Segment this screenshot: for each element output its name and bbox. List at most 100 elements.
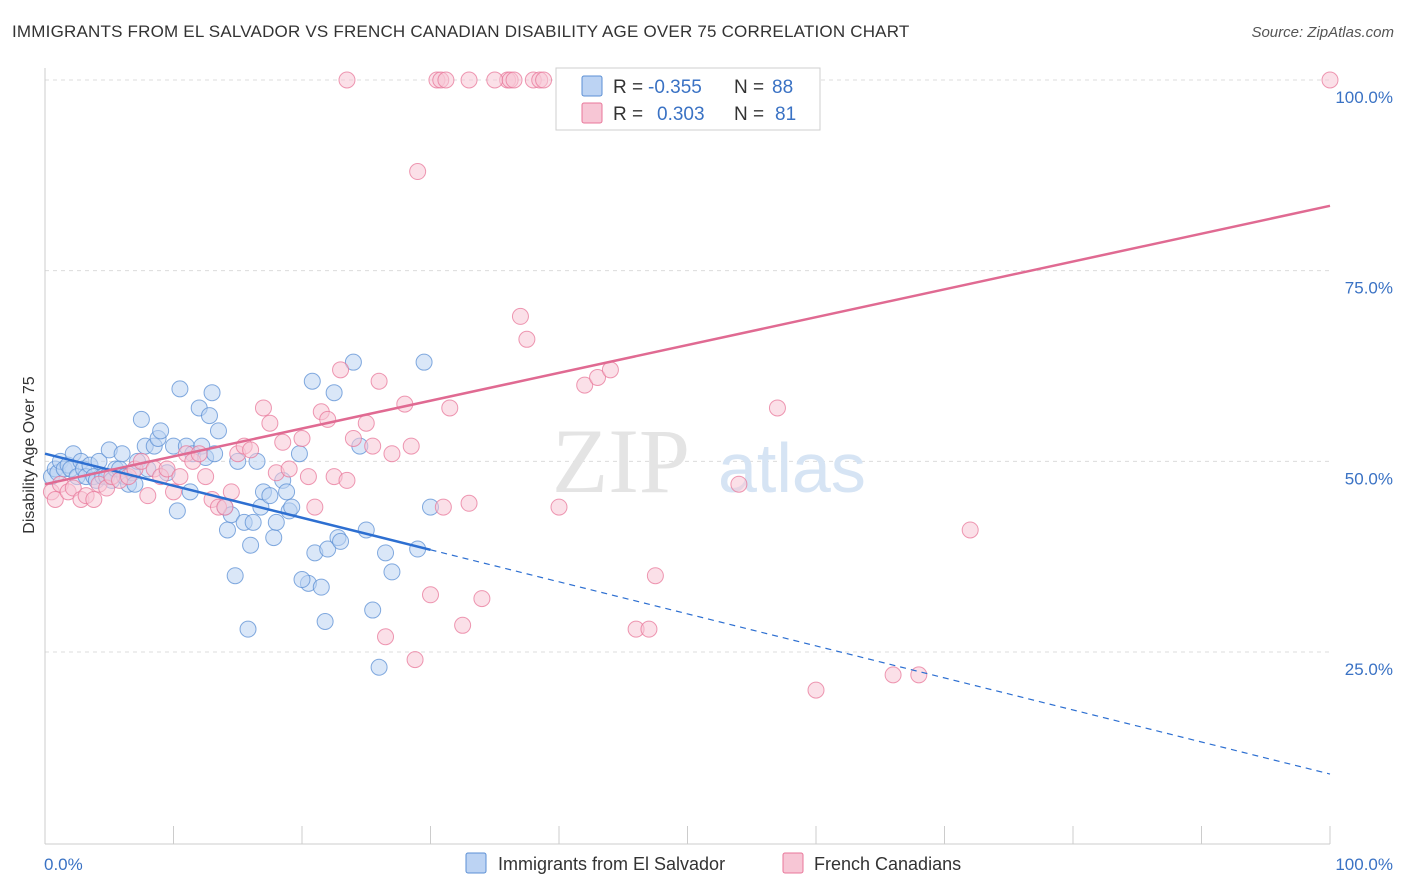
data-point-el-salvador [377, 544, 395, 562]
legend-label-french-canadians: French Canadians [814, 854, 961, 874]
points-layer [42, 71, 1339, 699]
data-point-french-canadians [364, 437, 382, 455]
data-point-french-canadians [550, 498, 568, 516]
data-point-french-canadians [473, 590, 491, 608]
data-point-french-canadians [807, 681, 825, 699]
watermark-atlas: atlas [718, 429, 866, 507]
data-point-french-canadians [402, 437, 420, 455]
data-point-el-salvador [226, 567, 244, 585]
data-point-french-canadians [535, 71, 553, 89]
legend: Immigrants from El Salvador French Canad… [465, 852, 961, 874]
data-point-el-salvador [171, 380, 189, 398]
data-point-french-canadians [768, 399, 786, 417]
legend-swatch-el-salvador [465, 852, 487, 874]
stats-r-value-pink: 0.303 [657, 104, 705, 125]
data-point-french-canadians [338, 71, 356, 89]
data-point-french-canadians [576, 376, 594, 394]
data-point-french-canadians [139, 487, 157, 505]
trend-layer [44, 204, 1331, 775]
data-point-french-canadians [640, 620, 658, 638]
data-point-french-canadians [437, 71, 455, 89]
data-point-french-canadians [344, 429, 362, 447]
data-point-french-canadians [299, 468, 317, 486]
data-point-french-canadians [293, 429, 311, 447]
data-point-el-salvador [209, 422, 227, 440]
data-point-french-canadians [171, 468, 189, 486]
data-point-el-salvador [364, 601, 382, 619]
y-axis-label: Disability Age Over 75 [21, 376, 38, 534]
stats-swatch-blue [581, 75, 603, 97]
data-point-french-canadians [274, 433, 292, 451]
data-point-french-canadians [190, 445, 208, 463]
data-point-french-canadians [222, 483, 240, 501]
data-point-french-canadians [406, 651, 424, 669]
data-point-french-canadians [460, 71, 478, 89]
data-point-french-canadians [158, 460, 176, 478]
data-point-el-salvador [265, 529, 283, 547]
data-point-french-canadians [370, 372, 388, 390]
data-point-french-canadians [511, 307, 529, 325]
data-point-french-canadians [357, 414, 375, 432]
stats-n-label-pink: N = [734, 104, 764, 125]
labels-layer: 25.0% 50.0% 75.0% 100.0% 0.0% 100.0% [44, 88, 1393, 874]
data-point-french-canadians [197, 468, 215, 486]
data-point-el-salvador [344, 353, 362, 371]
data-point-el-salvador [267, 513, 285, 531]
data-point-french-canadians [377, 628, 395, 646]
y-tick-label: 100.0% [1335, 88, 1393, 107]
data-point-french-canadians [409, 163, 427, 181]
data-point-el-salvador [242, 536, 260, 554]
data-point-french-canadians [332, 361, 350, 379]
data-point-french-canadians [261, 414, 279, 432]
data-point-el-salvador [244, 513, 262, 531]
watermark: ZIP atlas [552, 410, 866, 512]
data-point-el-salvador [293, 571, 311, 589]
data-point-el-salvador [239, 620, 257, 638]
y-tick-label: 75.0% [1345, 279, 1393, 298]
data-point-el-salvador [261, 487, 279, 505]
data-point-french-canadians [884, 666, 902, 684]
stats-n-value-pink: 81 [775, 104, 796, 125]
y-tick-label: 50.0% [1345, 469, 1393, 488]
data-point-french-canadians [961, 521, 979, 539]
data-point-el-salvador [319, 540, 337, 558]
data-point-french-canadians [589, 368, 607, 386]
data-point-french-canadians [730, 475, 748, 493]
data-point-el-salvador [200, 407, 218, 425]
data-point-el-salvador [113, 445, 131, 463]
data-point-el-salvador [370, 658, 388, 676]
data-point-french-canadians [383, 445, 401, 463]
stats-row-blue: R = -0.355 N = 88 [581, 75, 793, 98]
stats-r-value-blue: -0.355 [648, 77, 702, 98]
legend-item-french-canadians: French Canadians [782, 852, 961, 874]
legend-swatch-french-canadians [782, 852, 804, 874]
chart-title: IMMIGRANTS FROM EL SALVADOR VS FRENCH CA… [12, 22, 910, 41]
data-point-french-canadians [460, 494, 478, 512]
axis-layer [44, 68, 1331, 845]
data-point-french-canadians [254, 399, 272, 417]
legend-label-el-salvador: Immigrants from El Salvador [498, 854, 725, 874]
data-point-el-salvador [278, 483, 296, 501]
watermark-zip: ZIP [552, 410, 690, 512]
data-point-french-canadians [486, 71, 504, 89]
data-point-el-salvador [203, 384, 221, 402]
data-point-el-salvador [325, 384, 343, 402]
stats-r-label-blue: R = [613, 77, 643, 98]
grid-layer [45, 79, 1330, 653]
data-point-french-canadians [422, 586, 439, 604]
data-point-el-salvador [332, 532, 350, 550]
data-point-french-canadians [242, 441, 260, 459]
data-point-el-salvador [132, 410, 150, 428]
stats-n-label-blue: N = [734, 77, 764, 98]
x-tick-label-min: 0.0% [44, 855, 83, 874]
data-point-el-salvador [316, 612, 334, 630]
data-point-french-canadians [1321, 71, 1339, 89]
data-point-el-salvador [218, 521, 236, 539]
data-point-french-canadians [454, 616, 472, 634]
chart-source: Source: ZipAtlas.com [1251, 24, 1394, 41]
stats-box: R = -0.355 N = 88 R = 0.303 N = 81 [555, 67, 821, 131]
data-point-el-salvador [383, 563, 401, 581]
stats-n-value-blue: 88 [772, 77, 793, 98]
data-point-french-canadians [518, 330, 536, 348]
data-point-french-canadians [338, 471, 356, 489]
